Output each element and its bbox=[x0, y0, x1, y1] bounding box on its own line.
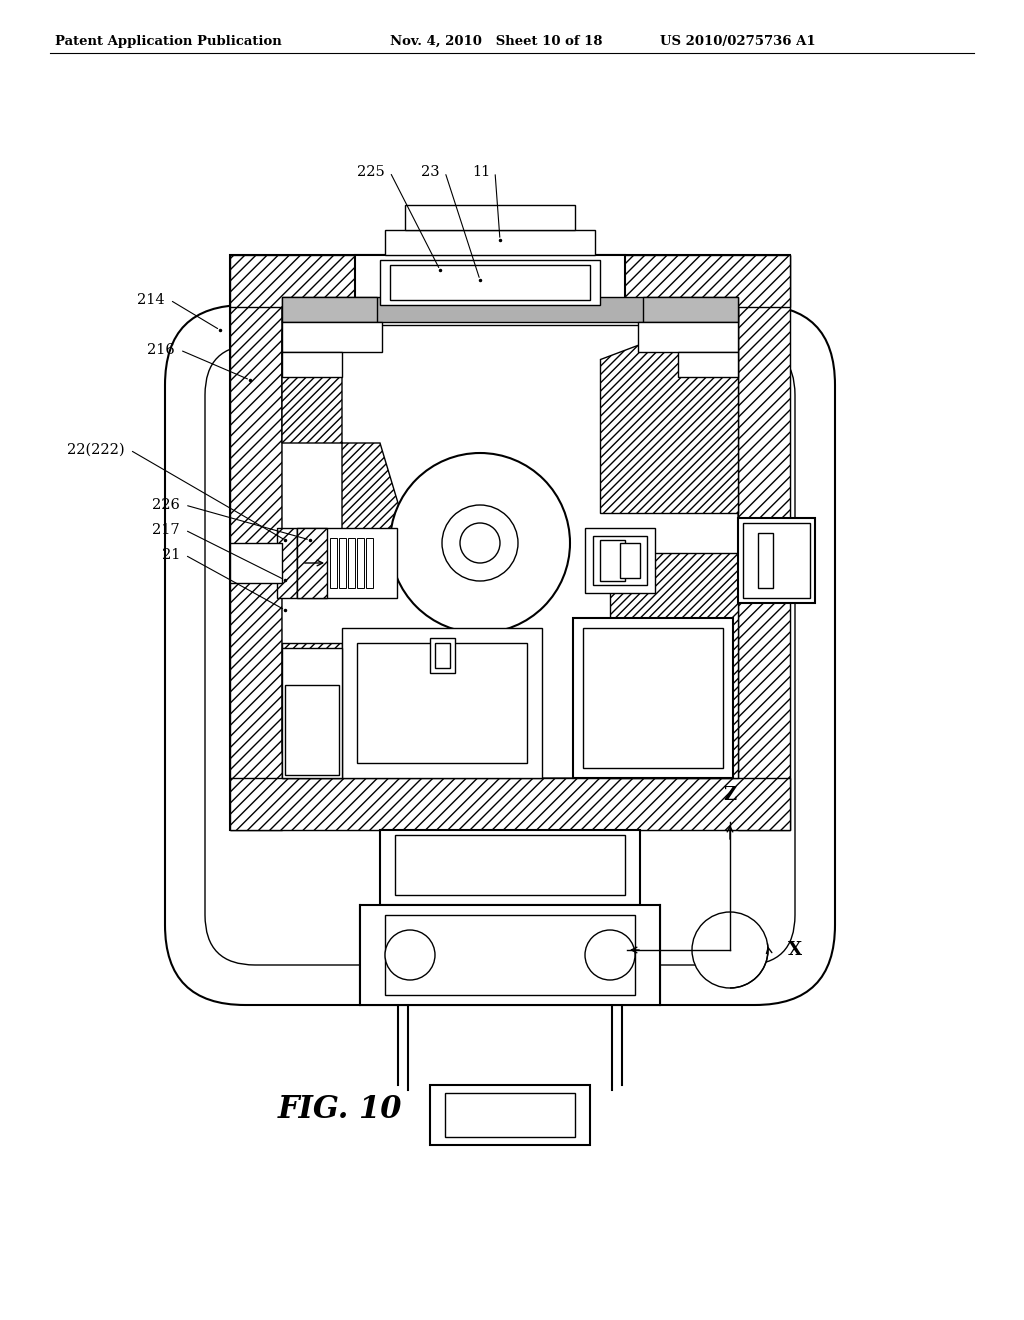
Bar bbox=[230, 255, 790, 830]
Bar bbox=[583, 628, 723, 768]
Bar bbox=[435, 643, 450, 668]
Bar bbox=[600, 540, 625, 581]
Bar bbox=[330, 539, 337, 587]
Bar bbox=[230, 543, 282, 583]
Bar bbox=[385, 230, 595, 255]
Text: Nov. 4, 2010   Sheet 10 of 18: Nov. 4, 2010 Sheet 10 of 18 bbox=[390, 36, 602, 48]
Bar bbox=[282, 648, 342, 777]
Bar bbox=[355, 255, 625, 310]
Bar bbox=[282, 322, 382, 352]
Bar bbox=[643, 297, 738, 322]
Bar bbox=[445, 1093, 575, 1137]
Bar bbox=[285, 685, 339, 775]
Text: 214: 214 bbox=[137, 293, 165, 308]
Bar bbox=[385, 915, 635, 995]
Bar bbox=[678, 352, 738, 378]
Text: Z: Z bbox=[723, 785, 736, 804]
Text: 226: 226 bbox=[153, 498, 180, 512]
Circle shape bbox=[692, 912, 768, 987]
FancyBboxPatch shape bbox=[282, 308, 738, 777]
Text: Patent Application Publication: Patent Application Publication bbox=[55, 36, 282, 48]
Bar bbox=[390, 265, 590, 300]
Bar bbox=[339, 539, 346, 587]
Bar bbox=[340, 305, 640, 325]
Bar bbox=[297, 528, 327, 598]
Bar bbox=[638, 322, 738, 352]
Polygon shape bbox=[610, 553, 738, 777]
Bar bbox=[620, 543, 640, 578]
Text: 217: 217 bbox=[153, 523, 180, 537]
Bar bbox=[297, 528, 397, 598]
Bar bbox=[430, 638, 455, 673]
Bar bbox=[738, 255, 790, 830]
Bar bbox=[743, 523, 810, 598]
Bar bbox=[278, 528, 297, 598]
Polygon shape bbox=[282, 308, 410, 593]
FancyBboxPatch shape bbox=[165, 305, 835, 1005]
Text: X: X bbox=[788, 941, 802, 960]
Text: 225: 225 bbox=[357, 165, 385, 180]
Bar bbox=[230, 255, 790, 308]
Bar bbox=[342, 628, 542, 777]
Bar bbox=[230, 777, 790, 830]
Text: US 2010/0275736 A1: US 2010/0275736 A1 bbox=[660, 36, 816, 48]
Bar bbox=[348, 539, 355, 587]
Bar bbox=[395, 836, 625, 895]
Bar bbox=[738, 517, 815, 603]
Bar bbox=[380, 830, 640, 906]
Bar bbox=[360, 906, 660, 1005]
Text: 22(222): 22(222) bbox=[68, 444, 125, 457]
Polygon shape bbox=[600, 308, 738, 513]
Bar bbox=[357, 539, 364, 587]
Bar bbox=[430, 1085, 590, 1144]
Text: FIG. 10: FIG. 10 bbox=[278, 1094, 402, 1126]
Circle shape bbox=[385, 931, 435, 979]
Text: 21: 21 bbox=[162, 548, 180, 562]
Circle shape bbox=[585, 931, 635, 979]
Bar bbox=[357, 643, 527, 763]
Text: 216: 216 bbox=[147, 343, 175, 356]
Circle shape bbox=[442, 506, 518, 581]
Circle shape bbox=[402, 465, 558, 620]
Circle shape bbox=[460, 523, 500, 564]
Bar bbox=[282, 297, 738, 322]
Bar bbox=[366, 539, 373, 587]
Text: Y: Y bbox=[596, 941, 609, 960]
Bar bbox=[282, 352, 342, 378]
Polygon shape bbox=[282, 643, 380, 777]
Bar bbox=[593, 536, 647, 585]
Bar bbox=[380, 260, 600, 305]
Bar bbox=[282, 297, 377, 322]
Text: 23: 23 bbox=[421, 165, 440, 180]
Bar bbox=[406, 205, 575, 230]
FancyBboxPatch shape bbox=[205, 345, 795, 965]
Bar bbox=[230, 255, 282, 830]
Text: 11: 11 bbox=[472, 165, 490, 180]
Bar bbox=[758, 533, 773, 587]
Bar bbox=[573, 618, 733, 777]
Circle shape bbox=[390, 453, 570, 634]
Bar bbox=[585, 528, 655, 593]
